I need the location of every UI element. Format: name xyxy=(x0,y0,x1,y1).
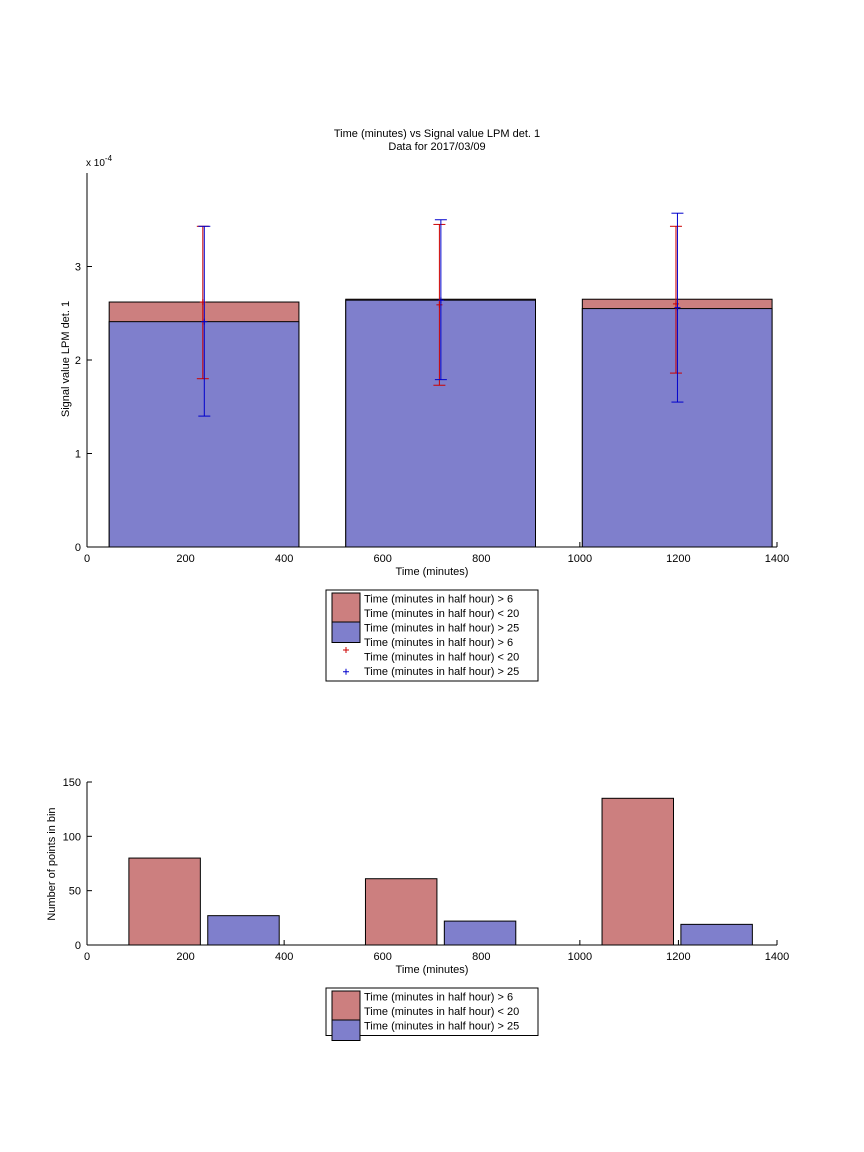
y-tick-label: 2 xyxy=(75,355,81,367)
legend-box xyxy=(325,987,539,1036)
x-tick-label: 1200 xyxy=(666,553,690,565)
bar xyxy=(443,920,517,946)
x-axis-label: Time (minutes) xyxy=(396,964,469,976)
y-axis-label: Number of points in bin xyxy=(46,807,58,920)
signal-chart: Time (minutes) vs Signal value LPM det. … xyxy=(60,128,789,682)
legend-label: Time (minutes in half hour) > 25 xyxy=(364,1021,519,1033)
x-tick-label: 1200 xyxy=(666,951,690,963)
bar xyxy=(364,878,438,946)
legend-label: Time (minutes in half hour) > 6 xyxy=(364,992,513,1004)
y-tick-label: 0 xyxy=(75,542,81,554)
x-tick-label: 1000 xyxy=(568,553,592,565)
y-multiplier-exponent: -4 xyxy=(105,154,113,163)
x-tick-label: 400 xyxy=(275,951,293,963)
y-tick-label: 50 xyxy=(69,886,81,898)
y-multiplier: x 10-4 xyxy=(86,154,113,169)
x-tick-label: 200 xyxy=(176,951,194,963)
legend: Time (minutes in half hour) > 6 Time (min… xyxy=(325,987,539,1041)
legend-label: Time (minutes in half hour) > 25 xyxy=(364,666,519,678)
legend-label: Time (minutes in half hour) < 20 xyxy=(364,1006,519,1018)
x-axis-label: Time (minutes) xyxy=(396,566,469,578)
x-tick-label: 1400 xyxy=(765,951,789,963)
x-tick-label: 200 xyxy=(176,553,194,565)
legend-swatch xyxy=(331,990,361,1021)
x-tick-label: 1400 xyxy=(765,553,789,565)
bar xyxy=(680,923,753,946)
x-tick-label: 800 xyxy=(472,553,490,565)
y-tick-label: 100 xyxy=(63,831,81,843)
bar xyxy=(601,797,674,946)
chart-subtitle: Data for 2017/03/09 xyxy=(388,141,485,153)
x-tick-label: 800 xyxy=(472,951,490,963)
legend-label: Time (minutes in half hour) < 20 xyxy=(364,652,519,664)
y-tick-label: 150 xyxy=(63,777,81,789)
legend-swatch xyxy=(331,592,361,623)
x-tick-label: 0 xyxy=(84,951,90,963)
y-tick-label: 1 xyxy=(75,449,81,461)
chart-title: Time (minutes) vs Signal value LPM det. … xyxy=(334,128,540,140)
y-axis-label: Signal value LPM det. 1 xyxy=(60,301,72,417)
legend: Time (minutes in half hour) > 6 Time (min… xyxy=(325,589,539,682)
legend-swatch xyxy=(331,621,361,643)
y-multiplier-base: x 10 xyxy=(86,158,105,169)
x-tick-label: 600 xyxy=(374,951,392,963)
x-tick-label: 0 xyxy=(84,553,90,565)
y-tick-label: 3 xyxy=(75,262,81,274)
legend-swatch xyxy=(331,1019,361,1041)
legend-label: Time (minutes in half hour) < 20 xyxy=(364,608,519,620)
count-chart: 0 200 400 600 800 1000 1200 1400 0 50 100 150 Time … xyxy=(46,777,789,1041)
legend-box xyxy=(325,589,539,682)
legend-label: Time (minutes in half hour) > 6 xyxy=(364,637,513,649)
legend-label: Time (minutes in half hour) > 6 xyxy=(364,594,513,606)
bar xyxy=(128,857,201,946)
x-tick-label: 600 xyxy=(374,553,392,565)
y-tick-label: 0 xyxy=(75,940,81,952)
x-tick-label: 400 xyxy=(275,553,293,565)
legend-label: Time (minutes in half hour) > 25 xyxy=(364,623,519,635)
bar xyxy=(207,915,280,946)
x-tick-label: 1000 xyxy=(568,951,592,963)
